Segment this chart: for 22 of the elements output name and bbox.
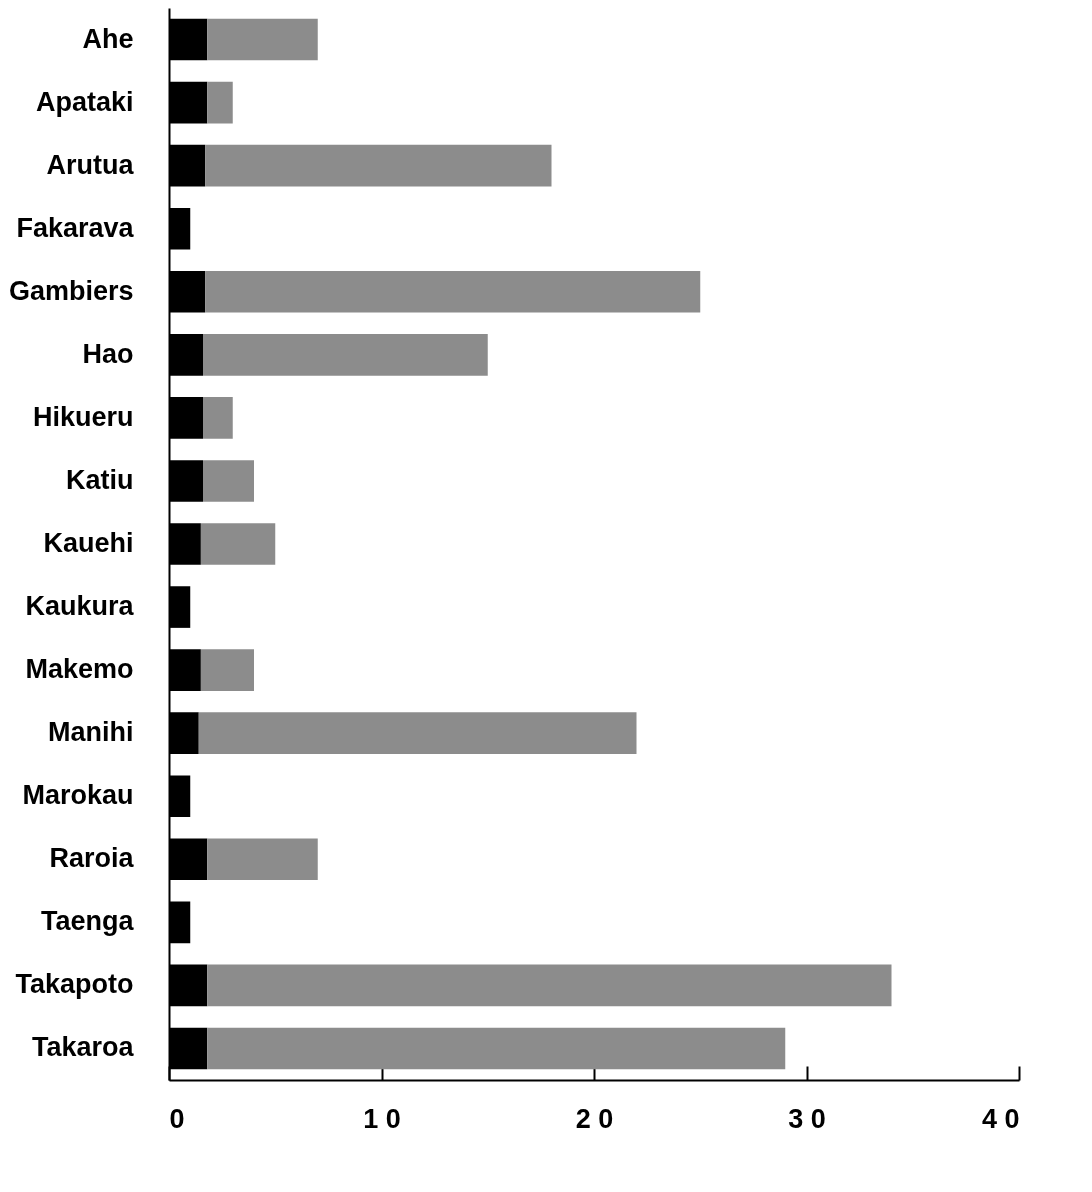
y-tick-label: Takaroa — [31, 1032, 135, 1063]
y-tick-label: Apataki — [35, 86, 134, 117]
y-tick-label: Kauehi — [43, 528, 134, 558]
x-tick-label: 1 0 — [363, 1103, 401, 1134]
x-tick-label: 0 — [169, 1103, 185, 1134]
y-tick-label: Gambiers — [8, 275, 134, 306]
y-tick-label: Marokau — [22, 780, 134, 811]
y-tick-label: Hikueru — [32, 401, 134, 432]
y-tick-label: Taenga — [40, 906, 135, 937]
x-tick-label: 4 0 — [981, 1103, 1020, 1134]
y-tick-label: Fakarava — [16, 212, 135, 243]
y-tick-label: Kaukura — [25, 591, 135, 622]
y-tick-label: Raroia — [49, 843, 135, 874]
y-tick-label: Makemo — [25, 654, 134, 685]
y-tick-label: Katiu — [66, 464, 134, 495]
y-tick-label: Takapoto — [15, 969, 134, 1000]
x-tick-label: 3 0 — [788, 1103, 826, 1134]
y-tick-label: Hao — [82, 338, 134, 369]
y-tick-label: Ahe — [82, 23, 134, 54]
y-tick-label: Arutua — [46, 149, 135, 180]
y-tick-label: Manihi — [48, 717, 134, 748]
x-tick-label: 2 0 — [575, 1103, 614, 1134]
